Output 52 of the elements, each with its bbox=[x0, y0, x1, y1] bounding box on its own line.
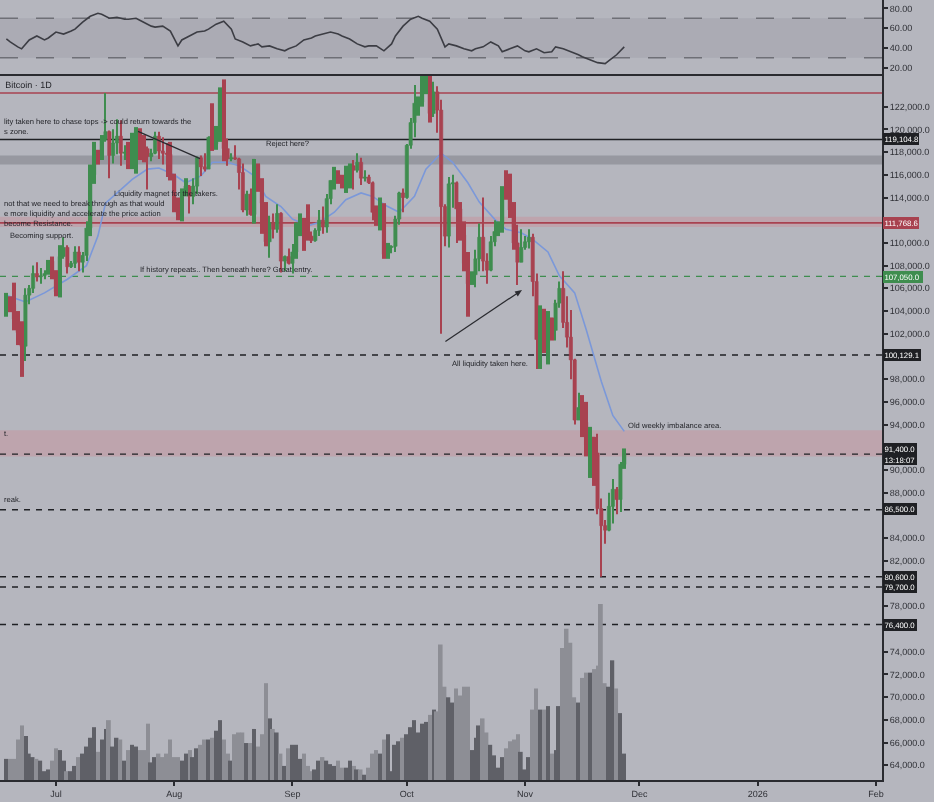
bar bbox=[576, 702, 580, 780]
bar bbox=[240, 732, 245, 780]
bar bbox=[466, 686, 470, 780]
bar bbox=[512, 739, 516, 780]
bar bbox=[370, 753, 374, 780]
bar bbox=[46, 769, 50, 780]
bar bbox=[106, 720, 111, 780]
bar bbox=[382, 739, 386, 780]
bar bbox=[480, 718, 485, 780]
bar bbox=[278, 753, 283, 780]
bar bbox=[282, 765, 287, 780]
bar bbox=[252, 728, 256, 780]
bar bbox=[92, 727, 96, 780]
bar bbox=[424, 721, 428, 780]
bar bbox=[454, 688, 458, 780]
bar bbox=[222, 739, 226, 780]
bar bbox=[450, 702, 455, 780]
candlestick bbox=[229, 153, 234, 162]
bar bbox=[526, 757, 531, 780]
bar bbox=[218, 720, 222, 780]
bar bbox=[294, 744, 298, 780]
bar bbox=[264, 683, 268, 780]
line-series bbox=[5, 12, 626, 65]
candlestick bbox=[38, 267, 43, 284]
bar bbox=[614, 688, 619, 780]
bar bbox=[20, 725, 24, 780]
bar bbox=[488, 744, 493, 780]
bar bbox=[580, 677, 584, 780]
bar bbox=[122, 760, 127, 780]
bar bbox=[84, 746, 88, 780]
bar bbox=[126, 750, 130, 780]
bar bbox=[348, 760, 352, 780]
bar bbox=[500, 757, 504, 780]
bar bbox=[438, 644, 443, 780]
line-series bbox=[5, 152, 626, 433]
bar bbox=[534, 688, 538, 780]
bar bbox=[618, 713, 622, 780]
bar bbox=[328, 764, 332, 780]
bar bbox=[130, 744, 134, 780]
bar bbox=[428, 714, 432, 780]
candlestick bbox=[122, 145, 127, 161]
bar bbox=[96, 751, 100, 780]
bar bbox=[332, 765, 336, 780]
bar bbox=[598, 604, 603, 780]
bar bbox=[386, 734, 390, 780]
bar bbox=[504, 748, 508, 780]
bar bbox=[168, 739, 172, 780]
bar bbox=[446, 697, 451, 780]
bar bbox=[610, 660, 615, 780]
bar bbox=[518, 751, 523, 780]
bar bbox=[302, 753, 306, 780]
bar bbox=[336, 760, 340, 780]
